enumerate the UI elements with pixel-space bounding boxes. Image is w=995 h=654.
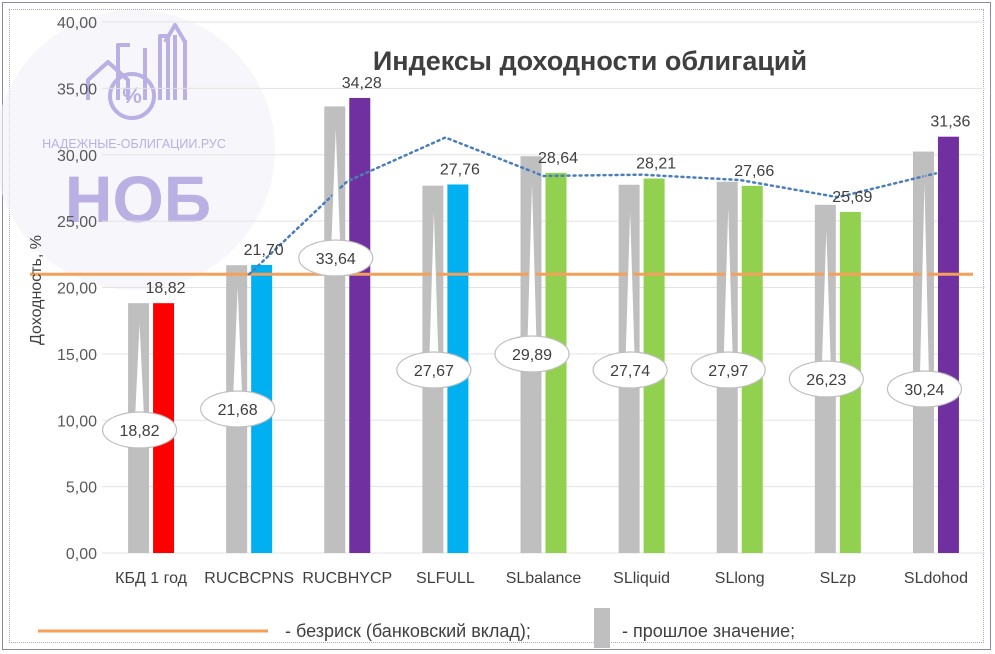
callout-bubble [592, 351, 668, 389]
x-tick-label: SLliquid [613, 570, 670, 587]
bar-current [349, 97, 371, 554]
legend-riskfree-label: - безриск (банковский вклад); [285, 621, 531, 641]
x-tick-label: SLzp [820, 570, 857, 587]
data-label-current: 28,21 [636, 156, 676, 173]
house-arrow-icon [86, 23, 187, 120]
data-label-previous: 27,97 [708, 363, 748, 380]
x-tick-label: SLlong [715, 570, 765, 587]
callout-bubble [298, 239, 374, 277]
data-label-current: 18,82 [146, 280, 186, 297]
legend-previous-label: - прошлое значение; [622, 621, 795, 641]
x-tick-label: КБД 1 год [115, 570, 187, 587]
callout-bubble [690, 351, 766, 389]
data-label-current: 34,28 [342, 75, 382, 92]
logo-site-text: НАДЕЖНЫЕ-ОБЛИГАЦИИ.РУС [42, 137, 226, 151]
data-label-previous: 27,67 [414, 363, 454, 380]
trendline-path [247, 136, 938, 276]
y-tick-label: 15,00 [57, 347, 97, 364]
y-tick-label: 40,00 [57, 15, 97, 32]
callout-bubble [494, 335, 570, 373]
data-label-previous: 27,74 [610, 363, 650, 380]
y-axis: 0,00 5,00 10,00 15,00 20,00 25,00 30,00 35,00 40… [57, 15, 97, 563]
legend-bar-swatch [594, 608, 610, 648]
data-labels: 18,82 18,82 21,70 21,68 34,28 33,64 27,76 27,67… [101, 75, 971, 449]
callout-bubble [886, 370, 963, 408]
chart-title: Индексы доходности облигаций [373, 46, 807, 76]
callout-bubble [101, 411, 178, 449]
callout-bubble [788, 360, 864, 398]
logo-abbr-text: НОБ [65, 162, 211, 236]
y-tick-label: 20,00 [57, 281, 97, 298]
data-label-current: 27,76 [440, 161, 480, 178]
x-tick-label: RUCBCPNS [204, 570, 294, 587]
data-label-current: 25,69 [832, 189, 872, 206]
y-tick-label: 30,00 [57, 148, 97, 165]
data-label-current: 31,36 [930, 114, 970, 131]
y-tick-label: 5,00 [66, 480, 97, 497]
data-label-previous: 33,64 [316, 251, 356, 268]
y-tick-label: 25,00 [57, 214, 97, 231]
data-label-previous: 26,23 [806, 372, 846, 389]
trendline [247, 136, 938, 276]
y-tick-label: 0,00 [66, 546, 97, 563]
data-label-current: 28,64 [538, 150, 578, 167]
y-tick-label: 10,00 [57, 413, 97, 430]
data-label-previous: 30,24 [904, 382, 944, 399]
bar-current [937, 136, 959, 554]
callout-bubble [200, 390, 276, 428]
x-tick-label: RUCBHYCP [302, 570, 392, 587]
y-tick-label: 35,00 [57, 81, 97, 98]
data-label-previous: 29,89 [512, 347, 552, 364]
x-tick-label: SLdohod [904, 570, 968, 587]
x-tick-label: SLFULL [416, 570, 475, 587]
data-label-previous: 18,82 [120, 423, 160, 440]
x-axis: КБД 1 год RUCBCPNS RUCBHYCP SLFULL SLbalance… [115, 570, 968, 587]
data-label-previous: 21,68 [218, 402, 258, 419]
callout-bubble [396, 351, 472, 389]
y-axis-label: Доходность, % [28, 235, 45, 345]
data-label-current: 21,70 [244, 242, 284, 259]
data-label-current: 27,66 [734, 163, 774, 180]
legend: - безриск (банковский вклад); - прошлое … [38, 608, 795, 648]
gridlines [102, 21, 985, 554]
x-tick-label: SLbalance [506, 570, 582, 587]
nob-logo: % НАДЕЖНЫЕ-ОБЛИГАЦИИ.РУС НОБ [0, 10, 275, 290]
percent-icon: % [122, 83, 142, 108]
